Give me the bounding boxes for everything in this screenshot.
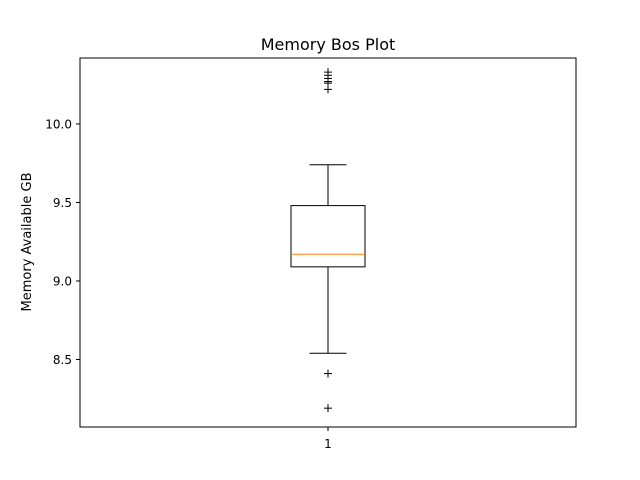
chart-title: Memory Bos Plot [261, 35, 396, 54]
y-tick-label: 10.0 [45, 117, 72, 131]
y-tick-label: 9.0 [53, 274, 72, 288]
x-tick-label: 1 [324, 437, 332, 451]
outlier-point [324, 68, 332, 77]
y-axis-ticks: 8.5 9.0 9.5 10.0 [45, 117, 80, 367]
outlier-point [324, 369, 332, 378]
y-tick-label: 8.5 [53, 353, 72, 367]
box-plot-series [290, 68, 366, 413]
box-iqr [290, 205, 366, 268]
y-tick-label: 9.5 [53, 196, 72, 210]
x-axis-ticks: 1 [324, 427, 332, 451]
outlier-point [324, 404, 332, 413]
y-axis-label: Memory Available GB [20, 173, 35, 312]
